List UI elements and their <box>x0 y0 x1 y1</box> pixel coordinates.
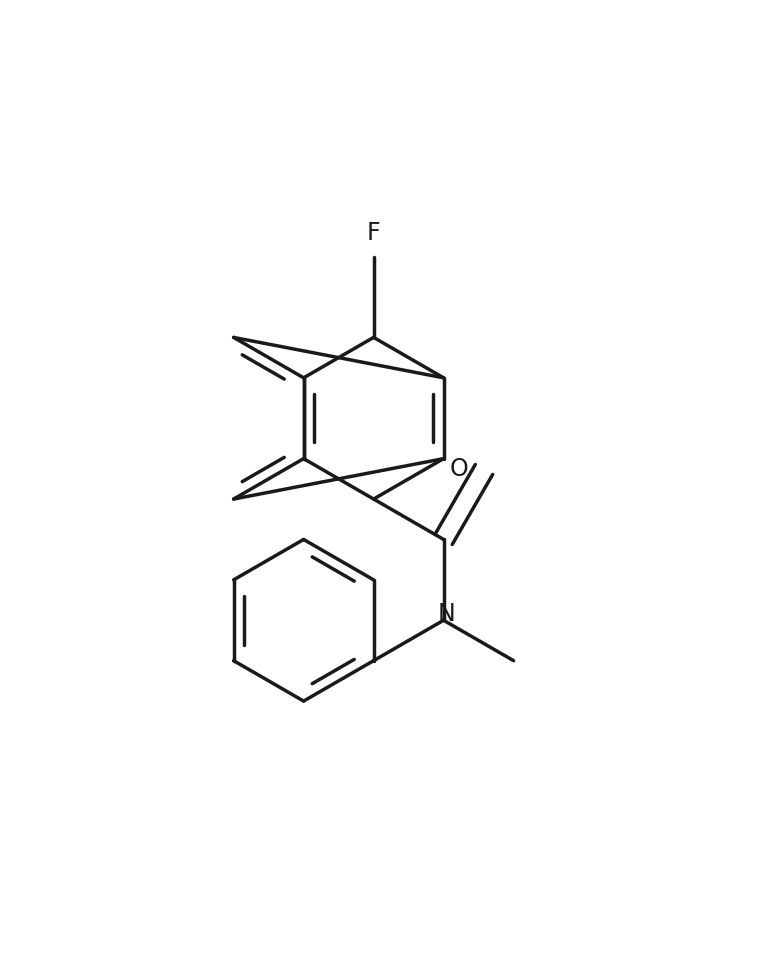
Text: F: F <box>366 221 380 245</box>
Text: O: O <box>450 457 468 482</box>
Text: N: N <box>438 603 456 626</box>
